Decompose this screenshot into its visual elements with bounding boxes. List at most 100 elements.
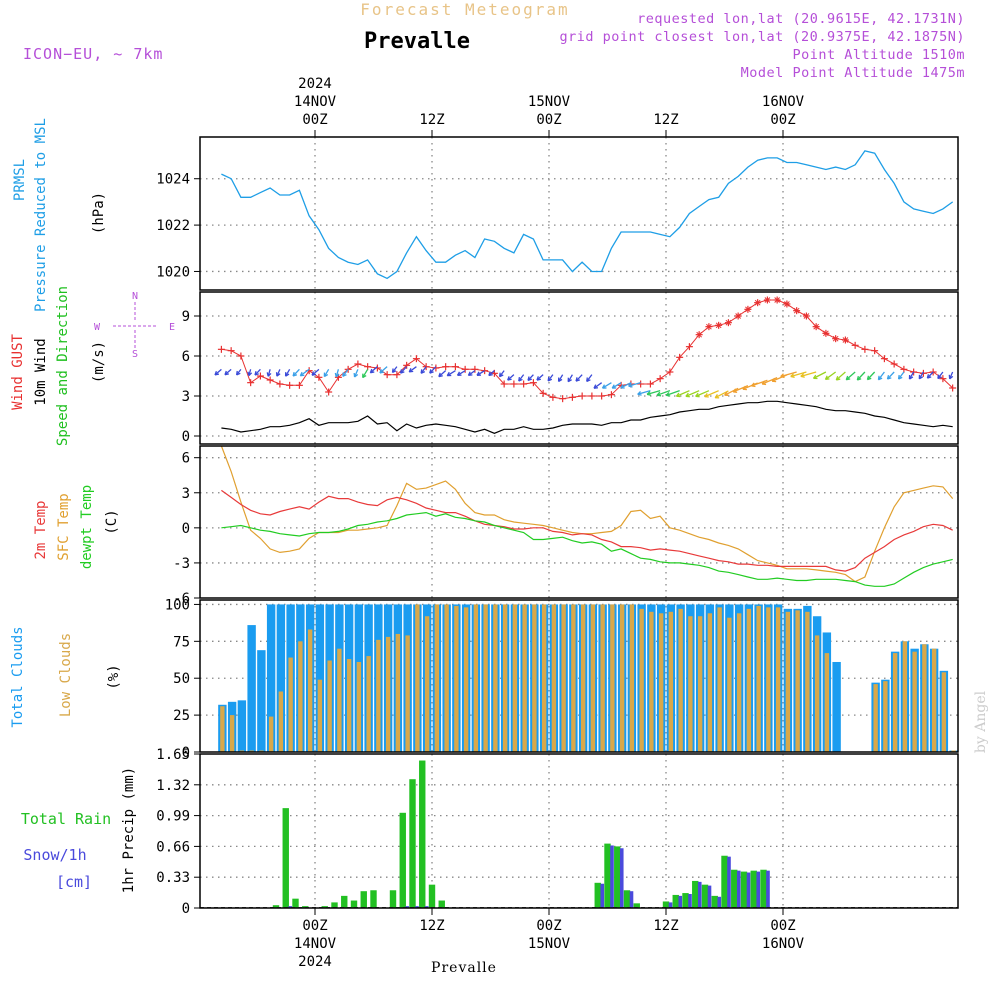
wind-arrow-head <box>919 376 924 380</box>
wind-arrow-head <box>790 375 795 378</box>
low-cloud-bar <box>873 684 878 752</box>
y-tick-label: 25 <box>173 708 190 724</box>
low-cloud-bar <box>220 706 225 752</box>
wind-arrow-head <box>780 375 785 379</box>
snow-bar <box>717 896 722 908</box>
temperature-panel: -6 -3 0 3 6 2m Temp SFC Temp dewpt Temp (C) <box>33 445 958 607</box>
compass-south: S <box>132 349 138 360</box>
wind-arrow-head <box>429 371 434 374</box>
rain-bar <box>321 906 328 908</box>
pressure-gridlines <box>200 137 958 290</box>
wind-arrow-head <box>300 374 305 377</box>
wind-arrow-head <box>909 376 914 380</box>
wind-arrow <box>695 390 710 397</box>
wind-arrow <box>567 374 573 383</box>
gust-marker <box>735 313 742 319</box>
wind-arrow <box>656 390 671 396</box>
rain-bar <box>682 893 689 908</box>
wind-arrow-head <box>846 378 851 381</box>
dewpoint-label: dewpt Temp <box>79 485 95 569</box>
wind-arrow <box>887 371 895 380</box>
panel-frame <box>199 599 959 753</box>
wind-arrow <box>292 368 300 377</box>
rain-bar <box>701 884 709 908</box>
rain-bar <box>419 760 426 908</box>
temperature-y-ticks: -6 -3 0 3 6 <box>173 451 200 607</box>
pressure-msl-label: Pressure Reduced to MSL <box>33 118 49 312</box>
wind-10m-label: 10m Wind <box>33 338 49 405</box>
precip-unit-label: 1hr Precip (mm) <box>121 767 137 893</box>
low-cloud-bar <box>717 607 722 752</box>
wind-arrow-head <box>878 377 883 381</box>
wind-arrow <box>602 382 612 389</box>
total-cloud-bar <box>266 604 276 752</box>
wind-arrow-head <box>311 373 317 376</box>
snow-bar <box>288 906 293 908</box>
total-cloud-bar <box>257 650 266 752</box>
wind-gust-markers <box>217 296 957 403</box>
low-cloud-bar <box>727 617 732 752</box>
low-cloud-bar <box>229 715 235 752</box>
wind-arrow-head <box>887 377 892 380</box>
wind-arrow <box>369 366 378 374</box>
low-cloud-bar <box>463 607 469 752</box>
rain-bar <box>731 869 738 908</box>
rain-bar <box>350 900 358 908</box>
sfc-temp-label: SFC Temp <box>56 493 72 560</box>
rain-bar <box>760 869 767 908</box>
wind-arrow-head <box>214 373 220 376</box>
wind-arrow <box>342 368 349 377</box>
wind-arrow <box>628 382 641 387</box>
total-cloud-bar <box>832 661 841 752</box>
wind-arrow <box>800 371 817 377</box>
wind-arrow <box>429 366 437 374</box>
rain-bar <box>341 895 348 908</box>
snow-bar <box>746 872 751 908</box>
wind-arrow <box>362 369 369 378</box>
y-tick-label: 0 <box>182 521 190 537</box>
low-cloud-bar <box>639 608 644 752</box>
top-time-label: 16NOV <box>762 94 805 110</box>
rain-bar <box>370 890 377 908</box>
temperature-unit-label: (C) <box>104 509 120 534</box>
top-time-axis: 2024 14NOV 00Z 12Z 15NOV 00Z 12Z 16NOV 00Z <box>294 76 805 137</box>
low-cloud-bar <box>678 608 683 752</box>
low-cloud-bar <box>337 648 342 752</box>
y-tick-label: -3 <box>173 556 190 572</box>
panel-frames <box>199 136 959 909</box>
low-cloud-bar <box>688 616 693 752</box>
snow-bar <box>678 895 683 908</box>
wind-arrow <box>813 371 827 379</box>
y-tick-label: 1.65 <box>156 747 190 763</box>
clouds-unit-label: (%) <box>106 664 122 689</box>
low-cloud-bar <box>931 648 937 752</box>
2m-temp-line <box>221 489 953 572</box>
total-cloud-bar <box>237 700 247 752</box>
snow-bar <box>405 906 410 908</box>
low-cloud-bar <box>454 605 459 752</box>
wind-arrow-head <box>267 372 272 377</box>
rain-bar <box>360 891 367 908</box>
snow-bar <box>629 891 634 908</box>
rain-bar <box>633 903 640 908</box>
low-cloud-bar <box>385 636 391 752</box>
top-time-label: 15NOV <box>528 94 571 110</box>
wind-arrow <box>646 390 661 396</box>
snow-bar <box>688 894 692 908</box>
low-cloud-bar <box>483 604 488 752</box>
bottom-time-label: 00Z <box>302 918 327 934</box>
bottom-time-label: 2024 <box>298 954 332 970</box>
wind-arrow <box>438 370 447 378</box>
wind-arrow-head <box>507 378 512 381</box>
low-cloud-bar <box>444 604 449 752</box>
low-cloud-bar <box>619 604 625 752</box>
wind-arrow <box>620 382 632 389</box>
wind-arrow-head <box>292 374 298 377</box>
rain-bar <box>389 890 397 908</box>
top-time-label: 2024 <box>298 76 332 92</box>
wind-arrow-head <box>898 376 903 380</box>
wind-arrow-head <box>276 373 281 377</box>
bottom-time-label: 14NOV <box>294 936 337 952</box>
model-point-altitude: Model Point Altitude 1475m <box>741 65 965 81</box>
wind-arrow <box>790 371 807 378</box>
